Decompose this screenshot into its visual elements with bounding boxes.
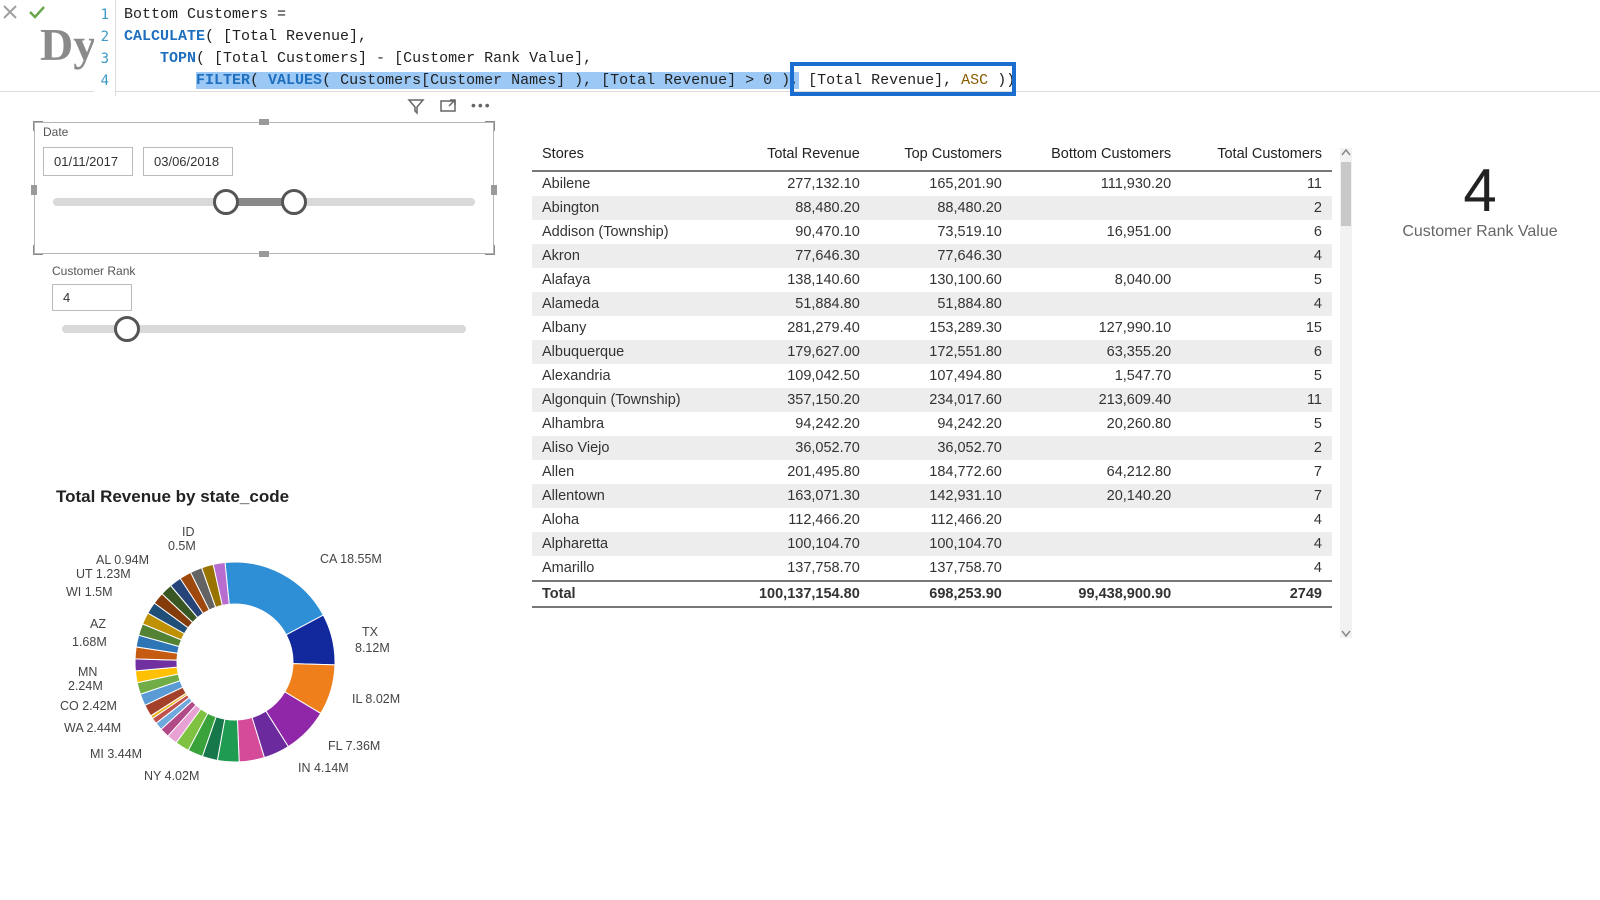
cancel-icon[interactable] <box>2 4 18 20</box>
table-row[interactable]: Allentown163,071.30142,931.1020,140.207 <box>532 484 1332 508</box>
donut-label: WI 1.5M <box>66 585 113 599</box>
formula-actions <box>0 0 48 22</box>
date-slicer-title: Date <box>35 123 493 143</box>
card-caption: Customer Rank Value <box>1370 223 1590 241</box>
donut-label: AL 0.94M <box>96 553 149 567</box>
col-header[interactable]: Bottom Customers <box>1012 140 1181 171</box>
donut-label: WA 2.44M <box>64 721 121 735</box>
table-row[interactable]: Akron77,646.3077,646.304 <box>532 244 1332 268</box>
donut-label: FL 7.36M <box>328 739 380 753</box>
donut-label: TX <box>362 625 378 639</box>
donut-label: 1.68M <box>72 635 107 649</box>
rank-value-input[interactable]: 4 <box>52 284 132 311</box>
scroll-thumb[interactable] <box>1341 162 1351 226</box>
rank-slider-thumb[interactable] <box>114 316 140 342</box>
focus-mode-icon[interactable] <box>439 97 457 115</box>
rank-slicer-title: Customer Rank <box>44 262 484 282</box>
dax-editor[interactable]: Bottom Customers = CALCULATE( [Total Rev… <box>116 0 1023 96</box>
table-row[interactable]: Alpharetta100,104.70100,104.704 <box>532 532 1332 556</box>
table-row[interactable]: Alafaya138,140.60130,100.608,040.005 <box>532 268 1332 292</box>
donut-title: Total Revenue by state_code <box>50 487 480 517</box>
table-row[interactable]: Abington88,480.2088,480.202 <box>532 196 1332 220</box>
table-total-row: Total100,137,154.80698,253.9099,438,900.… <box>532 581 1332 607</box>
rank-card: 4 Customer Rank Value <box>1370 156 1590 241</box>
donut-label: UT 1.23M <box>76 567 131 581</box>
table-row[interactable]: Albany281,279.40153,289.30127,990.1015 <box>532 316 1332 340</box>
donut-label: NY 4.02M <box>144 769 199 783</box>
donut-chart[interactable]: CA 18.55M TX 8.12M IL 8.02M FL 7.36M IN 4.14M… <box>60 517 440 797</box>
table-row[interactable]: Alameda51,884.8051,884.804 <box>532 292 1332 316</box>
table-row[interactable]: Albuquerque179,627.00172,551.8063,355.20… <box>532 340 1332 364</box>
donut-label: ID <box>182 525 195 539</box>
more-options-icon[interactable]: ••• <box>471 97 489 115</box>
col-header[interactable]: Total Customers <box>1181 140 1332 171</box>
rank-slider[interactable] <box>62 325 466 333</box>
commit-icon[interactable] <box>28 4 46 20</box>
stores-table[interactable]: StoresTotal RevenueTop CustomersBottom C… <box>532 140 1332 608</box>
table-row[interactable]: Alexandria109,042.50107,494.801,547.705 <box>532 364 1332 388</box>
donut-label: 0.5M <box>168 539 196 553</box>
table-row[interactable]: Abilene277,132.10165,201.90111,930.2011 <box>532 171 1332 196</box>
donut-label: IN 4.14M <box>298 761 349 775</box>
formula-bar: Dy 1 2 3 4 Bottom Customers = CALCULATE(… <box>0 0 1600 92</box>
visual-header: ••• <box>407 97 489 115</box>
date-slider-thumb-start[interactable] <box>213 189 239 215</box>
table-row[interactable]: Algonquin (Township)357,150.20234,017.60… <box>532 388 1332 412</box>
date-slider[interactable] <box>53 198 475 206</box>
col-header[interactable]: Total Revenue <box>724 140 870 171</box>
date-from-input[interactable]: 01/11/2017 <box>43 147 133 176</box>
table-row[interactable]: Aliso Viejo36,052.7036,052.702 <box>532 436 1332 460</box>
col-header[interactable]: Stores <box>532 140 724 171</box>
donut-label: MI 3.44M <box>90 747 142 761</box>
date-slider-thumb-end[interactable] <box>281 189 307 215</box>
line-gutter: 1 2 3 4 <box>94 0 116 96</box>
donut-label: AZ <box>90 617 106 631</box>
table-row[interactable]: Alhambra94,242.2094,242.2020,260.805 <box>532 412 1332 436</box>
table-row[interactable]: Allen201,495.80184,772.6064,212.807 <box>532 460 1332 484</box>
donut-label: 2.24M <box>68 679 103 693</box>
filter-icon[interactable] <box>407 97 425 115</box>
date-slicer[interactable]: ••• Date 01/11/2017 03/06/2018 <box>34 122 494 254</box>
table-scrollbar[interactable] <box>1340 148 1352 638</box>
rank-slicer[interactable]: Customer Rank 4 <box>44 262 484 382</box>
col-header[interactable]: Top Customers <box>870 140 1012 171</box>
donut-label: CO 2.42M <box>60 699 117 713</box>
date-to-input[interactable]: 03/06/2018 <box>143 147 233 176</box>
table-row[interactable]: Amarillo137,758.70137,758.704 <box>532 556 1332 581</box>
donut-label: CA 18.55M <box>320 552 382 566</box>
table-row[interactable]: Aloha112,466.20112,466.204 <box>532 508 1332 532</box>
donut-label: 8.12M <box>355 641 390 655</box>
card-value: 4 <box>1370 156 1590 225</box>
table-row[interactable]: Addison (Township)90,470.1073,519.1016,9… <box>532 220 1332 244</box>
watermark: Dy <box>40 18 96 71</box>
donut-visual[interactable]: Total Revenue by state_code CA 18.55M TX 8… <box>50 487 480 817</box>
donut-label: IL 8.02M <box>352 692 400 706</box>
donut-label: MN <box>78 665 97 679</box>
